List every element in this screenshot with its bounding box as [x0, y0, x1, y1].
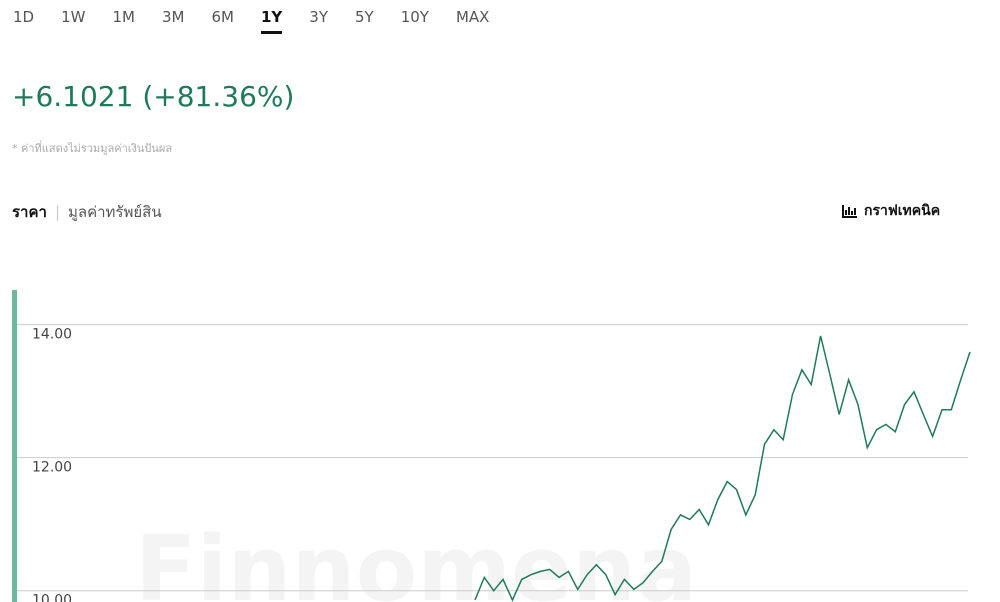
range-tab[interactable]: 1D [13, 8, 35, 26]
technical-chart-button[interactable]: กราฟเทคนิค [842, 200, 940, 222]
range-tab[interactable]: 6M [211, 8, 234, 26]
y-tick-label: 10.00 [32, 593, 72, 602]
chart-icon [842, 205, 857, 218]
range-tab[interactable]: 10Y [400, 8, 429, 26]
separator: | [54, 203, 60, 221]
toggle-nav[interactable]: มูลค่าทรัพย์สิน [68, 203, 162, 221]
range-tab[interactable]: 1M [112, 8, 135, 26]
price-line [474, 335, 971, 602]
range-tab[interactable]: MAX [455, 8, 490, 26]
toggle-price[interactable]: ราคา [12, 203, 47, 221]
range-tab[interactable]: 1W [61, 8, 86, 26]
range-tabs: 1D 1W 1M 3M 6M 1Y 3Y 5Y 10Y MAX [13, 8, 516, 34]
y-tick-label: 14.00 [32, 327, 72, 343]
toggle: ราคา | มูลค่าทรัพย์สิน [12, 200, 162, 224]
y-tick-label: 12.00 [32, 460, 72, 476]
change-amount: +6.1021 [12, 80, 134, 113]
chart: Finnomena 10.00 12.00 14.00 [12, 290, 971, 602]
note: * ค่าที่แสดงไม่รวมมูลค่าเงินปันผล [12, 142, 173, 155]
change-percent: (+81.36%) [142, 80, 295, 113]
watermark: Finnomena [135, 517, 697, 602]
range-tab[interactable]: 3Y [309, 8, 328, 26]
range-tab[interactable]: 3M [161, 8, 185, 26]
axis-bar [12, 290, 17, 602]
range-tab[interactable]: 1Y [260, 8, 283, 34]
range-tab[interactable]: 5Y [355, 8, 374, 26]
technical-chart-label: กราฟเทคนิค [864, 203, 941, 219]
change: +6.1021 (+81.36%) [12, 80, 294, 113]
